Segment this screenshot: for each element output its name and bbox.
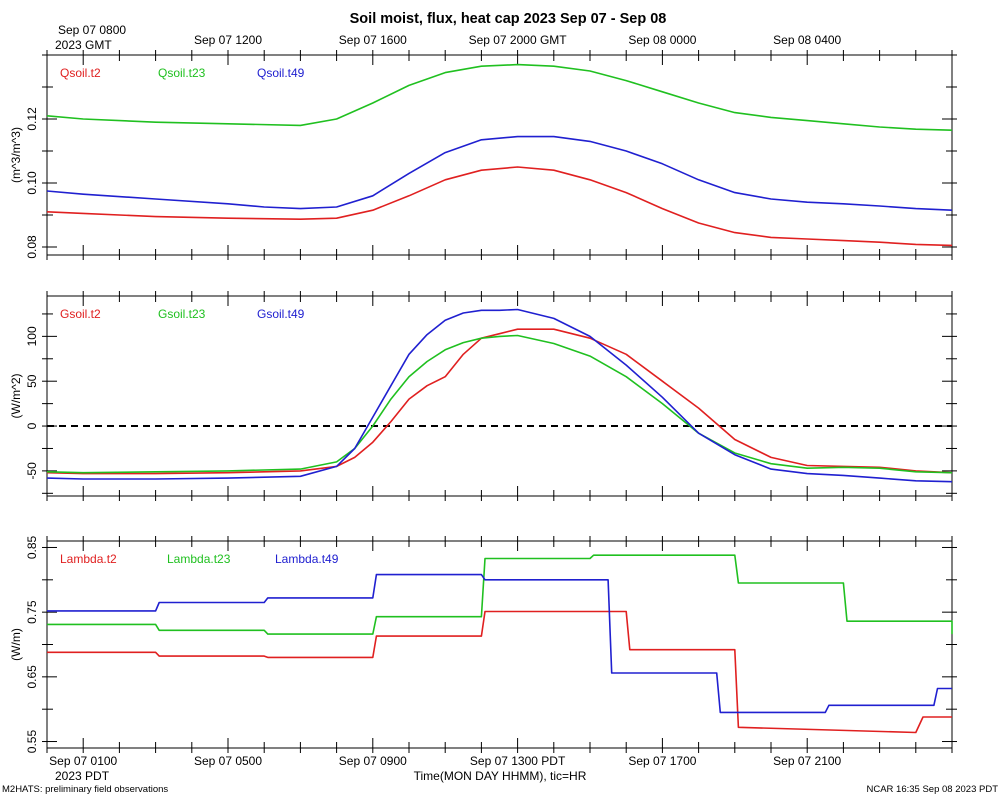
series-line-gsoil-t2	[46, 328, 953, 475]
y-tick-label: 0.12	[25, 107, 39, 131]
footer-left-note: M2HATS: preliminary field observations	[2, 784, 168, 795]
panel-soil-heat-flux: -50 0 50 100 (W/m^2) Gsoil.t2 Gsoil.t23 Gsoil.t…	[9, 291, 957, 501]
plot-frame	[46, 54, 953, 256]
y-tick-label: 0.10	[25, 171, 39, 195]
series-line-gsoil-t49	[46, 308, 953, 483]
y-axis-label: (m^3/m^3)	[9, 127, 23, 183]
bottom-axis-label: Sep 07 1300 PDT	[470, 754, 566, 768]
y-tick-label: 0.08	[25, 235, 39, 259]
y-axis-label: (W/m)	[9, 628, 23, 661]
series-line-qsoil-t2	[46, 166, 953, 247]
chart-title: Soil moist, flux, heat cap 2023 Sep 07 -…	[350, 11, 667, 27]
y-tick-label: 0.75	[25, 600, 39, 624]
series-line-lambda-t2	[47, 610, 952, 734]
x-axis-label: Time(MON DAY HHMM), tic=HR	[414, 769, 587, 783]
bottom-axis-label: Sep 07 0500	[194, 754, 262, 768]
legend-entry-gsoil-t23: Gsoil.t23	[158, 307, 206, 321]
panel-soil-moisture: 0.08 0.10 0.12(m^3/m^3) Qsoil.t2 Qsoil.t23 Qs…	[9, 50, 957, 260]
top-axis-labels: Sep 07 1200 Sep 07 1600 Sep 07 2000 GMT Sep…	[194, 33, 842, 47]
top-axis-label: Sep 08 0400	[773, 33, 841, 47]
top-axis-label: Sep 08 0000	[628, 33, 696, 47]
y-tick-label: 50	[25, 374, 39, 388]
series-line-gsoil-t23	[46, 334, 953, 474]
panel-thermal-conductivity: 0.55 0.65 0.75 0.85 (W/m) Lambda.t2 Lambda.t23…	[9, 535, 957, 753]
plot-frame	[46, 295, 953, 497]
legend-entry-lambda-t23: Lambda.t23	[167, 552, 231, 566]
bottom-axis-label: Sep 07 1700	[628, 754, 696, 768]
top-axis-first-label-line1: Sep 07 0800	[58, 23, 126, 37]
footer-timestamp: NCAR 16:35 Sep 08 2023 PDT	[867, 784, 999, 795]
legend-entry-lambda-t49: Lambda.t49	[275, 552, 339, 566]
legend-entry-qsoil-t49: Qsoil.t49	[257, 66, 305, 80]
series-line-lambda-t49	[47, 573, 952, 714]
top-axis-label: Sep 07 2000 GMT	[469, 33, 568, 47]
y-tick-label: 100	[25, 326, 39, 346]
y-axis-label: (W/m^2)	[9, 374, 23, 419]
bottom-axis-label: Sep 07 0900	[339, 754, 407, 768]
y-tick-label: 0	[25, 422, 39, 429]
legend-entry-gsoil-t49: Gsoil.t49	[257, 307, 305, 321]
bottom-axis-first-label-line2: 2023 PDT	[55, 769, 110, 783]
y-tick-label: 0.65	[25, 665, 39, 689]
y-tick-label: 0.85	[25, 535, 39, 559]
legend-entry-lambda-t2: Lambda.t2	[60, 552, 117, 566]
bottom-axis-labels: Sep 07 0100 Sep 07 0500 Sep 07 0900 Sep 07 …	[49, 754, 841, 768]
plot-frame	[46, 540, 953, 749]
y-tick-label: -50	[25, 462, 39, 480]
series-line-qsoil-t49	[46, 135, 953, 211]
legend-entry-qsoil-t2: Qsoil.t2	[60, 66, 101, 80]
series-line-lambda-t23	[47, 554, 953, 635]
top-axis-label: Sep 07 1600	[339, 33, 407, 47]
top-axis-first-label-line2: 2023 GMT	[55, 38, 112, 52]
bottom-axis-first-label-line1: Sep 07 0100	[49, 754, 117, 768]
y-tick-label: 0.55	[25, 730, 39, 754]
series-line-qsoil-t23	[46, 63, 953, 131]
bottom-axis-label: Sep 07 2100	[773, 754, 841, 768]
legend-entry-qsoil-t23: Qsoil.t23	[158, 66, 206, 80]
legend-entry-gsoil-t2: Gsoil.t2	[60, 307, 101, 321]
top-axis-label: Sep 07 1200	[194, 33, 262, 47]
